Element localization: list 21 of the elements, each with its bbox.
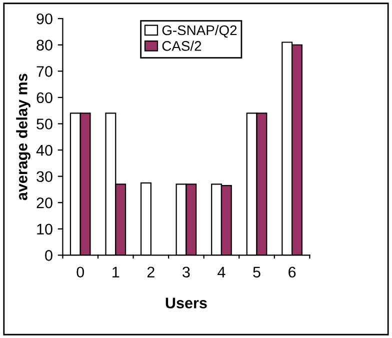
legend-label: G-SNAP/Q2 bbox=[162, 24, 237, 38]
y-tick-label: 60 bbox=[36, 92, 52, 104]
y-tick-label: 30 bbox=[36, 171, 52, 182]
y-tick-label: 0 bbox=[45, 250, 52, 261]
legend-label: CAS/2 bbox=[162, 40, 202, 51]
y-tick-label: 80 bbox=[36, 40, 52, 51]
x-tick-label: 6 bbox=[288, 266, 296, 278]
x-tick-label: 2 bbox=[147, 266, 154, 278]
x-axis-title: Users bbox=[166, 298, 207, 308]
x-tick-label: 5 bbox=[253, 266, 260, 278]
y-tick-label: 10 bbox=[37, 224, 52, 235]
y-tick-label: 50 bbox=[36, 118, 52, 130]
y-tick-label: 90 bbox=[36, 13, 52, 24]
y-axis-title: average delay ms bbox=[16, 74, 30, 200]
x-tick-label: 3 bbox=[182, 266, 190, 278]
x-tick-label: 0 bbox=[76, 266, 84, 278]
y-tick-label: 70 bbox=[36, 66, 52, 77]
x-tick-label: 4 bbox=[218, 266, 226, 278]
x-tick-label: 1 bbox=[112, 266, 120, 278]
y-tick-label: 20 bbox=[36, 197, 52, 208]
y-tick-label: 40 bbox=[36, 144, 52, 156]
